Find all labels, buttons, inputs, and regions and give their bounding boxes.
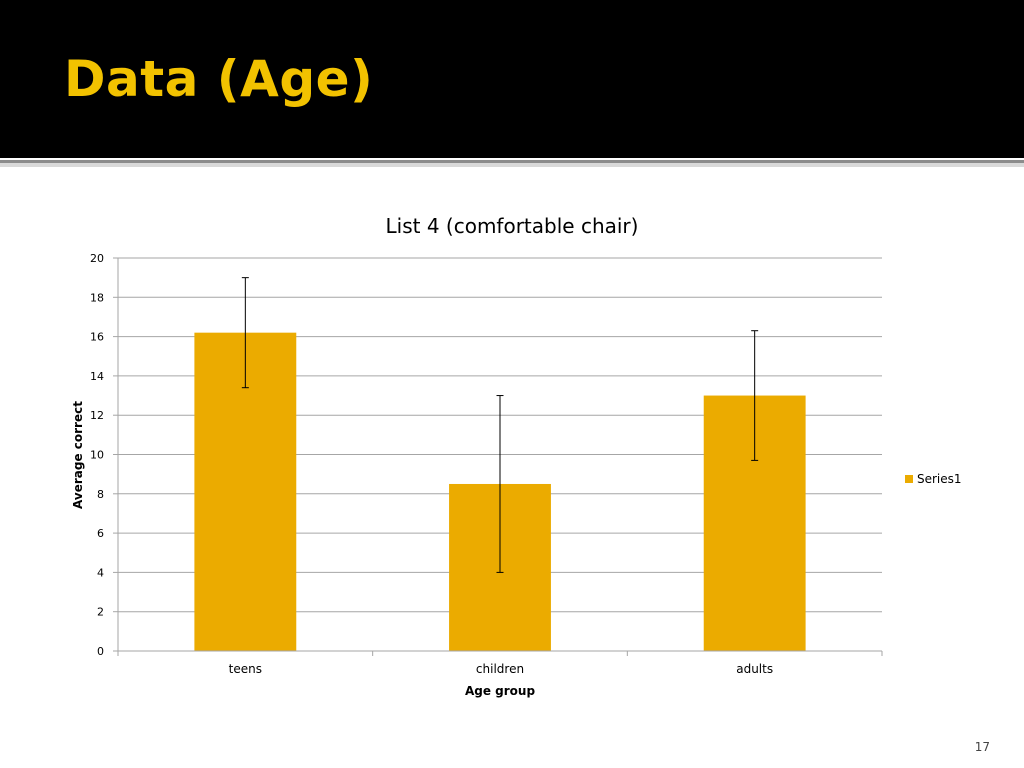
y-tick-label: 14 bbox=[90, 370, 104, 383]
page-number: 17 bbox=[974, 740, 990, 754]
y-tick-label: 8 bbox=[97, 488, 104, 501]
y-tick-label: 4 bbox=[97, 566, 104, 579]
x-tick-label: teens bbox=[229, 662, 262, 676]
y-tick-label: 12 bbox=[90, 409, 104, 422]
title-divider-shadow bbox=[0, 163, 1024, 167]
y-axis-title: Average correct bbox=[71, 401, 85, 509]
chart-title: List 4 (comfortable chair) bbox=[386, 214, 639, 238]
x-axis-title: Age group bbox=[465, 684, 535, 698]
axes bbox=[113, 257, 883, 656]
title-band: Data (Age) bbox=[0, 0, 1024, 158]
y-tick-label: 16 bbox=[90, 331, 104, 344]
slide-title: Data (Age) bbox=[64, 50, 374, 108]
x-tick-label: adults bbox=[736, 662, 773, 676]
y-tick-label: 6 bbox=[97, 527, 104, 540]
y-tick-label: 18 bbox=[90, 291, 104, 304]
title-divider bbox=[0, 160, 1024, 163]
legend-label: Series1 bbox=[917, 472, 962, 486]
y-tick-label: 20 bbox=[90, 252, 104, 265]
y-tick-label: 2 bbox=[97, 606, 104, 619]
legend-swatch bbox=[905, 475, 913, 483]
x-tick-label: children bbox=[476, 662, 524, 676]
error-bars bbox=[241, 277, 759, 573]
bars bbox=[194, 332, 806, 651]
y-tick-label: 0 bbox=[97, 645, 104, 658]
legend: Series1 bbox=[905, 472, 962, 486]
tick-labels: 0 2 4 6 8 10 12 14 16 18 20 teens children adults bbox=[90, 252, 773, 676]
y-tick-label: 10 bbox=[90, 449, 104, 462]
